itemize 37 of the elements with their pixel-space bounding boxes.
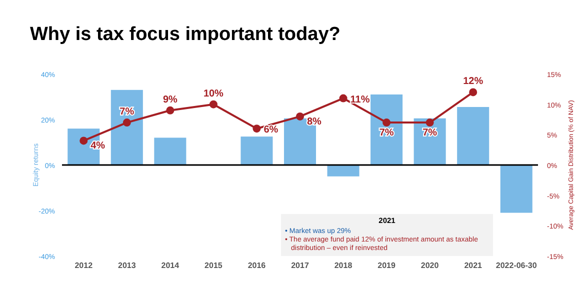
point <box>426 118 434 127</box>
x-tick-label: 2022-06-30 <box>496 261 538 270</box>
x-tick-label: 2018 <box>334 261 353 270</box>
bar <box>154 138 186 165</box>
point <box>209 100 218 108</box>
data-label: 11% <box>350 94 370 106</box>
point <box>252 124 261 133</box>
x-tick-label: 2017 <box>291 261 310 270</box>
x-tick-label: 2019 <box>378 261 396 270</box>
x-tick-label: 2012 <box>74 261 94 270</box>
point <box>339 94 348 102</box>
point <box>166 106 174 114</box>
data-label: 6% <box>264 124 278 136</box>
data-label: 12% <box>463 76 484 88</box>
bar <box>240 136 273 165</box>
data-label: 9% <box>162 94 178 106</box>
x-tick-label: 2021 <box>464 261 483 270</box>
data-label: 7% <box>379 128 394 139</box>
bar <box>327 165 360 176</box>
bar <box>500 165 532 213</box>
bar <box>110 90 143 165</box>
data-label: 7% <box>422 128 438 139</box>
data-label: 10% <box>203 88 224 100</box>
bar <box>370 94 403 165</box>
x-tick-label: 2014 <box>161 261 180 270</box>
point <box>469 88 478 96</box>
x-tick-label: 2015 <box>204 261 223 270</box>
x-tick-label: 2016 <box>248 261 266 270</box>
point <box>122 118 131 127</box>
point <box>80 136 88 145</box>
bar <box>457 106 490 165</box>
x-tick-label: 2013 <box>118 261 136 270</box>
data-label: 7% <box>120 106 134 118</box>
point <box>296 112 304 120</box>
chart-title: Why is tax focus important today? <box>30 24 340 45</box>
x-tick-label: 2020 <box>420 261 440 270</box>
point <box>382 118 391 127</box>
